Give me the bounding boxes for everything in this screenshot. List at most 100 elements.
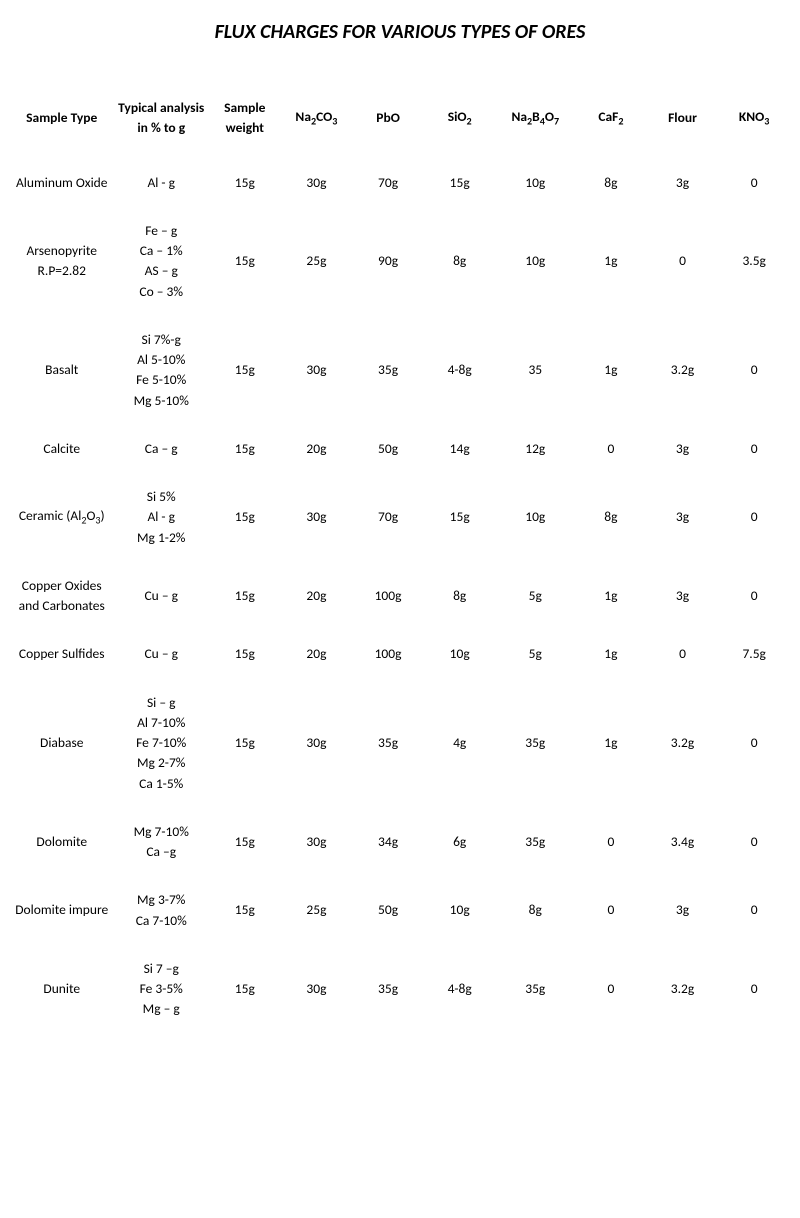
column-header-weight: Sample weight bbox=[209, 84, 281, 159]
table-row: DiabaseSi – gAl 7-10%Fe 7-10%Mg 2-7%Ca 1… bbox=[10, 679, 790, 808]
column-header-kno3: KNO3 bbox=[718, 84, 790, 159]
cell-na2co3: 30g bbox=[281, 945, 353, 1034]
cell-kno3: 7.5g bbox=[718, 630, 790, 678]
cell-sample_type: Calcite bbox=[10, 425, 113, 473]
table-row: Copper Oxides and CarbonatesCu – g15g20g… bbox=[10, 562, 790, 631]
cell-caf2: 8g bbox=[575, 473, 647, 562]
cell-na2co3: 30g bbox=[281, 808, 353, 877]
cell-kno3: 0 bbox=[718, 159, 790, 207]
cell-flour: 3.2g bbox=[647, 316, 719, 425]
cell-caf2: 8g bbox=[575, 159, 647, 207]
column-header-na2b4o7: Na2B4O7 bbox=[495, 84, 575, 159]
flux-charges-table: Sample TypeTypical analysis in % to gSam… bbox=[10, 84, 790, 1034]
column-header-sio2: SiO2 bbox=[424, 84, 496, 159]
cell-pbo: 50g bbox=[352, 425, 424, 473]
cell-kno3: 0 bbox=[718, 945, 790, 1034]
cell-na2co3: 20g bbox=[281, 630, 353, 678]
cell-analysis: Si – gAl 7-10%Fe 7-10%Mg 2-7%Ca 1-5% bbox=[113, 679, 209, 808]
table-row: Aluminum OxideAl - g15g30g70g15g10g8g3g0 bbox=[10, 159, 790, 207]
cell-pbo: 35g bbox=[352, 316, 424, 425]
cell-pbo: 90g bbox=[352, 207, 424, 316]
cell-kno3: 0 bbox=[718, 473, 790, 562]
cell-pbo: 70g bbox=[352, 473, 424, 562]
cell-na2co3: 25g bbox=[281, 207, 353, 316]
cell-weight: 15g bbox=[209, 808, 281, 877]
cell-sio2: 15g bbox=[424, 473, 496, 562]
cell-kno3: 0 bbox=[718, 679, 790, 808]
cell-na2co3: 30g bbox=[281, 473, 353, 562]
cell-pbo: 50g bbox=[352, 876, 424, 945]
cell-weight: 15g bbox=[209, 207, 281, 316]
cell-analysis: Al - g bbox=[113, 159, 209, 207]
cell-weight: 15g bbox=[209, 159, 281, 207]
cell-sample_type: Basalt bbox=[10, 316, 113, 425]
cell-na2co3: 20g bbox=[281, 562, 353, 631]
cell-flour: 3.2g bbox=[647, 679, 719, 808]
cell-sample_type: Copper Oxides and Carbonates bbox=[10, 562, 113, 631]
cell-pbo: 100g bbox=[352, 630, 424, 678]
cell-caf2: 1g bbox=[575, 562, 647, 631]
cell-flour: 3.2g bbox=[647, 945, 719, 1034]
cell-sample_type: Dolomite impure bbox=[10, 876, 113, 945]
cell-flour: 3g bbox=[647, 876, 719, 945]
cell-na2b4o7: 35 bbox=[495, 316, 575, 425]
cell-caf2: 0 bbox=[575, 876, 647, 945]
cell-flour: 0 bbox=[647, 630, 719, 678]
cell-na2b4o7: 10g bbox=[495, 159, 575, 207]
column-header-analysis: Typical analysis in % to g bbox=[113, 84, 209, 159]
cell-na2b4o7: 5g bbox=[495, 562, 575, 631]
cell-kno3: 0 bbox=[718, 316, 790, 425]
cell-caf2: 0 bbox=[575, 808, 647, 877]
cell-flour: 3g bbox=[647, 425, 719, 473]
cell-na2co3: 25g bbox=[281, 876, 353, 945]
cell-caf2: 1g bbox=[575, 316, 647, 425]
cell-flour: 3g bbox=[647, 159, 719, 207]
cell-caf2: 0 bbox=[575, 945, 647, 1034]
table-row: CalciteCa – g15g20g50g14g12g03g0 bbox=[10, 425, 790, 473]
cell-flour: 3.4g bbox=[647, 808, 719, 877]
cell-analysis: Fe – gCa – 1%AS – gCo – 3% bbox=[113, 207, 209, 316]
table-body: Aluminum OxideAl - g15g30g70g15g10g8g3g0… bbox=[10, 159, 790, 1034]
cell-pbo: 34g bbox=[352, 808, 424, 877]
cell-sio2: 4-8g bbox=[424, 945, 496, 1034]
cell-na2co3: 20g bbox=[281, 425, 353, 473]
cell-weight: 15g bbox=[209, 562, 281, 631]
cell-analysis: Cu – g bbox=[113, 562, 209, 631]
table-row: DolomiteMg 7-10%Ca –g15g30g34g6g35g03.4g… bbox=[10, 808, 790, 877]
cell-kno3: 0 bbox=[718, 808, 790, 877]
cell-analysis: Si 7 –gFe 3-5%Mg – g bbox=[113, 945, 209, 1034]
cell-na2co3: 30g bbox=[281, 159, 353, 207]
table-row: DuniteSi 7 –gFe 3-5%Mg – g15g30g35g4-8g3… bbox=[10, 945, 790, 1034]
cell-weight: 15g bbox=[209, 876, 281, 945]
table-row: Dolomite impureMg 3-7%Ca 7-10%15g25g50g1… bbox=[10, 876, 790, 945]
cell-flour: 3g bbox=[647, 473, 719, 562]
cell-sample_type: Arsenopyrite R.P=2.82 bbox=[10, 207, 113, 316]
cell-sample_type: Ceramic (Al2O3) bbox=[10, 473, 113, 562]
cell-analysis: Cu – g bbox=[113, 630, 209, 678]
cell-analysis: Mg 7-10%Ca –g bbox=[113, 808, 209, 877]
page-title: FLUX CHARGES FOR VARIOUS TYPES OF ORES bbox=[10, 20, 790, 44]
cell-weight: 15g bbox=[209, 425, 281, 473]
cell-sample_type: Copper Sulfides bbox=[10, 630, 113, 678]
cell-na2b4o7: 35g bbox=[495, 945, 575, 1034]
cell-na2b4o7: 10g bbox=[495, 473, 575, 562]
cell-sio2: 8g bbox=[424, 562, 496, 631]
cell-flour: 3g bbox=[647, 562, 719, 631]
cell-na2b4o7: 8g bbox=[495, 876, 575, 945]
cell-sample_type: Dolomite bbox=[10, 808, 113, 877]
cell-sio2: 6g bbox=[424, 808, 496, 877]
cell-na2b4o7: 35g bbox=[495, 808, 575, 877]
column-header-caf2: CaF2 bbox=[575, 84, 647, 159]
cell-sample_type: Diabase bbox=[10, 679, 113, 808]
cell-na2b4o7: 12g bbox=[495, 425, 575, 473]
cell-pbo: 70g bbox=[352, 159, 424, 207]
table-header-row: Sample TypeTypical analysis in % to gSam… bbox=[10, 84, 790, 159]
cell-pbo: 100g bbox=[352, 562, 424, 631]
cell-sio2: 4-8g bbox=[424, 316, 496, 425]
cell-flour: 0 bbox=[647, 207, 719, 316]
cell-sio2: 4g bbox=[424, 679, 496, 808]
cell-sample_type: Dunite bbox=[10, 945, 113, 1034]
cell-sio2: 10g bbox=[424, 630, 496, 678]
cell-pbo: 35g bbox=[352, 679, 424, 808]
column-header-sample_type: Sample Type bbox=[10, 84, 113, 159]
